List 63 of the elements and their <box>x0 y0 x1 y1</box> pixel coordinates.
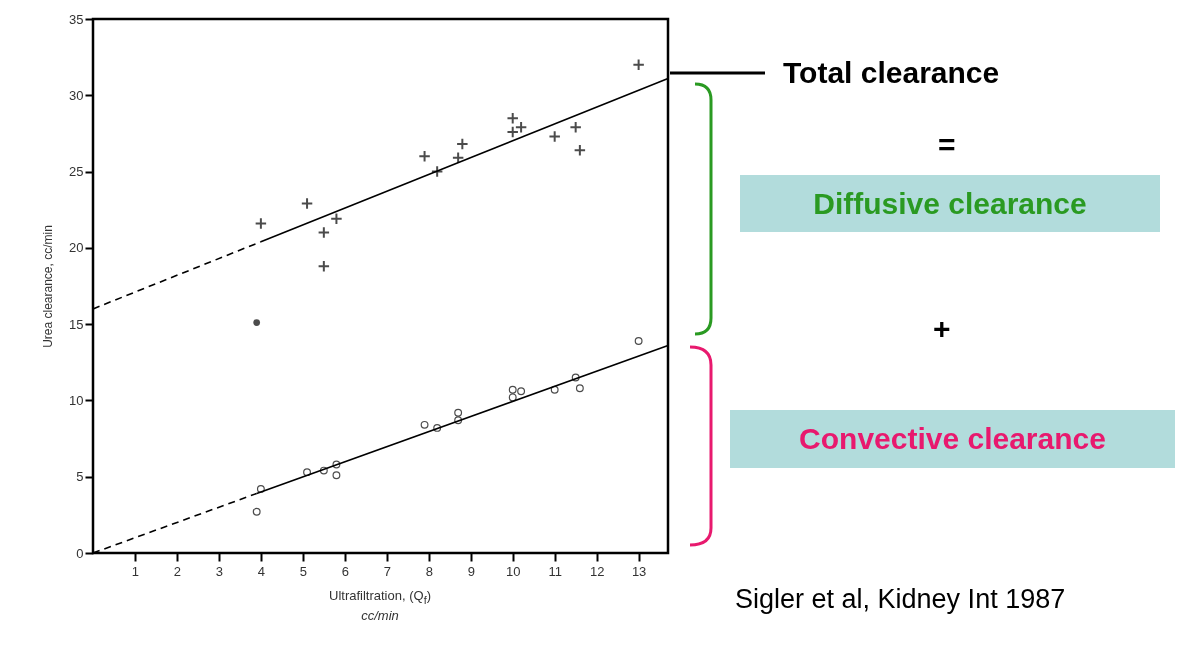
y-axis-title: Urea clearance, cc/min <box>41 225 56 348</box>
text: Convective clearance <box>730 410 1175 468</box>
x-tick-label: 8 <box>425 563 433 579</box>
point <box>508 385 517 394</box>
point <box>506 125 519 139</box>
x-tick-label: 7 <box>383 563 391 579</box>
point <box>303 468 312 477</box>
point <box>454 416 463 425</box>
text: Total clearance <box>783 56 1000 90</box>
x-tick-label: 6 <box>341 563 349 579</box>
point <box>254 217 268 230</box>
point <box>514 121 528 134</box>
text: + <box>933 312 951 346</box>
point <box>451 151 465 165</box>
point <box>569 121 582 134</box>
text: Sigler et al, Kidney Int 1987 <box>735 584 1066 615</box>
point <box>317 259 331 273</box>
y-tick-label: 25 <box>69 164 84 180</box>
point <box>571 373 580 382</box>
point <box>256 484 265 493</box>
point <box>575 384 584 393</box>
x-tick-label: 10 <box>505 563 521 579</box>
text: Diffusive clearance <box>740 175 1160 232</box>
point <box>517 387 526 396</box>
y-tick-label: 5 <box>76 469 84 485</box>
point <box>300 197 314 210</box>
point <box>252 507 261 516</box>
point <box>634 336 643 345</box>
point <box>332 471 341 480</box>
point <box>632 58 645 72</box>
y-tick-label: 30 <box>69 87 84 103</box>
point <box>550 385 559 394</box>
point <box>332 460 341 469</box>
point <box>508 393 517 402</box>
point <box>433 423 442 432</box>
x-tick-label: 9 <box>467 563 475 579</box>
text: Ultrafiltration, (Q$_{f}$) cc/min <box>329 588 431 623</box>
point <box>317 226 331 239</box>
point <box>430 165 444 178</box>
point <box>506 111 519 125</box>
x-tick-label: 12 <box>589 563 605 579</box>
point <box>454 408 463 417</box>
y-tick-label: 0 <box>76 545 84 561</box>
text: = <box>938 128 956 162</box>
point <box>253 319 261 326</box>
y-tick-label: 15 <box>69 316 84 332</box>
x-tick-label: 11 <box>548 563 562 579</box>
point <box>456 137 469 151</box>
point <box>573 143 587 157</box>
x-tick-label: 5 <box>299 563 307 579</box>
point <box>548 130 561 143</box>
x-tick-label: 1 <box>131 563 140 579</box>
y-tick-label: 10 <box>69 392 84 408</box>
x-tick-label: 3 <box>215 563 224 579</box>
x-tick-label: 4 <box>257 563 265 579</box>
point <box>330 212 343 226</box>
x-tick-label: 2 <box>173 563 182 579</box>
y-tick-label: 35 <box>69 11 84 27</box>
point <box>420 420 429 429</box>
point <box>418 150 431 163</box>
x-tick-label: 13 <box>631 563 647 579</box>
y-tick-label: 20 <box>69 240 84 256</box>
point <box>319 466 328 475</box>
